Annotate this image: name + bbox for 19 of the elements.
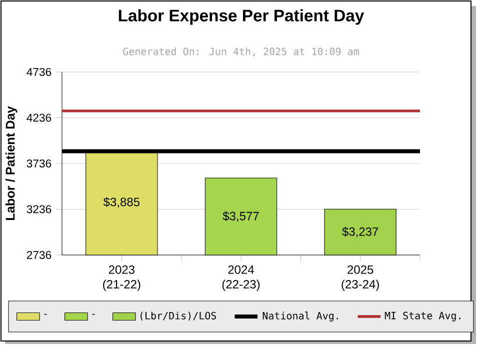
y-tick-label: 3736 [26,159,52,168]
x-tick-label: 2025 (23-24) [342,265,379,291]
data-label: $3,237 [342,226,378,238]
legend-label: (Lbr/Dis)/LOS [140,312,216,321]
x-tick-label: 2024 (22-23) [222,265,260,291]
legend-label: - [92,314,95,315]
x-tick-label: 2023 (21-22) [103,265,140,291]
y-tick-label: 4236 [26,114,52,122]
y-tick-label: 4736 [26,68,52,76]
chart-subtitle: Generated On: Jun 4th, 2025 at 10:09 am [123,48,359,56]
y-axis-title: Labor / Patient Day [5,106,18,220]
legend-label: - [44,314,47,315]
data-label: $3,885 [103,197,140,208]
y-tick-label: 3236 [26,205,52,214]
chart-title: Labor Expense Per Patient Day [118,9,364,25]
y-tick-label: 2736 [26,250,52,259]
legend-label: MI State Avg. [384,312,460,322]
legend-label: National Avg. [262,312,338,322]
data-label: $3,577 [222,211,259,222]
